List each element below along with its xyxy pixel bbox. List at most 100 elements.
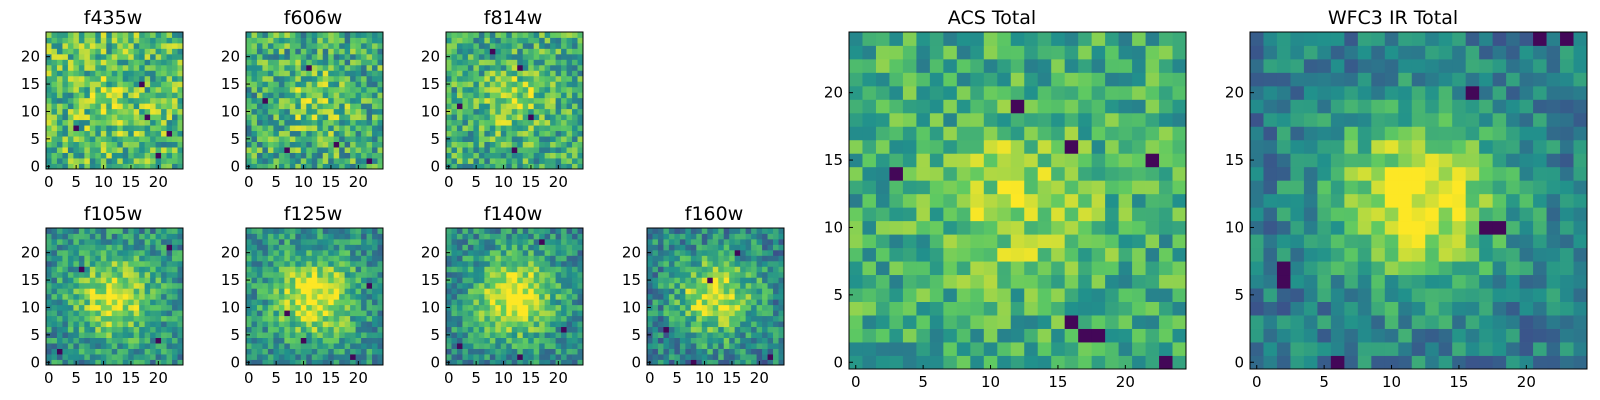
pixel-cell — [177, 238, 184, 245]
pixel-cell — [166, 299, 173, 306]
pixel-cell — [983, 139, 998, 154]
pixel-cell — [106, 32, 113, 38]
pixel-cell — [506, 59, 513, 66]
pixel-cell — [273, 266, 280, 273]
pixel-cell — [456, 326, 463, 333]
pixel-cell — [56, 152, 63, 159]
pixel-cell — [701, 277, 708, 284]
pixel-cell — [528, 260, 535, 267]
pixel-cell — [177, 64, 184, 71]
pixel-cell — [117, 97, 124, 104]
pixel-cell — [495, 321, 502, 328]
pixel-cell — [89, 321, 96, 328]
pixel-cell — [67, 266, 74, 273]
pixel-cell — [161, 70, 167, 77]
pixel-cell — [1118, 342, 1133, 356]
y-tick-label: 5 — [430, 130, 440, 148]
pixel-cell — [1078, 301, 1093, 316]
pixel-cell — [685, 228, 692, 234]
pixel-cell — [462, 163, 469, 170]
pixel-cell — [73, 315, 80, 322]
pixel-cell — [289, 282, 296, 289]
pixel-cell — [73, 59, 80, 66]
pixel-cell — [73, 310, 80, 317]
pixel-cell — [172, 321, 178, 328]
pixel-cell — [267, 53, 274, 60]
pixel-cell — [300, 304, 307, 311]
pixel-cell — [489, 332, 496, 338]
pixel-cell — [372, 108, 378, 115]
pixel-cell — [456, 59, 463, 66]
pixel-cell — [544, 119, 551, 126]
pixel-cell — [956, 328, 971, 343]
pixel-cell — [522, 326, 529, 333]
pixel-cell — [155, 75, 162, 82]
pixel-cell — [51, 152, 58, 159]
pixel-cell — [561, 70, 567, 77]
pixel-cell — [729, 332, 736, 338]
pixel-cell — [544, 288, 551, 295]
pixel-cell — [100, 130, 107, 137]
pixel-cell — [663, 277, 670, 284]
pixel-cell — [929, 301, 944, 316]
pixel-cell — [284, 260, 291, 267]
pixel-cell — [1064, 153, 1079, 168]
pixel-cell — [262, 321, 269, 328]
pixel-cell — [495, 42, 502, 49]
pixel-cell — [67, 59, 74, 66]
pixel-cell — [295, 266, 302, 273]
pixel-cell — [1091, 301, 1106, 316]
pixel-cell — [289, 348, 296, 355]
pixel-cell — [983, 180, 998, 195]
pixel-cell — [478, 42, 485, 49]
pixel-cell — [555, 70, 562, 77]
pixel-cell — [511, 48, 518, 55]
pixel-cell — [778, 293, 785, 300]
pixel-cell — [550, 59, 556, 66]
pixel-cell — [73, 42, 80, 49]
pixel-cell — [51, 266, 58, 273]
pixel-cell — [550, 266, 556, 273]
pixel-cell — [1172, 166, 1187, 181]
pixel-cell — [78, 233, 85, 240]
pixel-cell — [333, 92, 340, 99]
pixel-cell — [495, 64, 502, 71]
pixel-cell — [484, 163, 491, 170]
pixel-cell — [462, 288, 469, 295]
pixel-cell — [1064, 193, 1079, 208]
pixel-cell — [712, 260, 719, 267]
pixel-cell — [144, 238, 151, 245]
pixel-cell — [462, 97, 469, 104]
pixel-cell — [539, 147, 546, 153]
pixel-cell — [734, 304, 741, 311]
pixel-cell — [561, 97, 567, 104]
pixel-cell — [456, 97, 463, 104]
pixel-cell — [456, 299, 463, 306]
pixel-cell — [344, 233, 351, 240]
pixel-cell — [916, 234, 931, 249]
pixel-cell — [155, 152, 162, 159]
pixel-cell — [355, 48, 362, 55]
pixel-cell — [517, 163, 524, 170]
pixel-cell — [62, 332, 69, 338]
pixel-cell — [862, 153, 877, 168]
pixel-cell — [756, 348, 763, 355]
pixel-cell — [1172, 220, 1187, 235]
pixel-cell — [289, 354, 296, 360]
pixel-cell — [317, 97, 324, 104]
pixel-cell — [350, 147, 356, 153]
pixel-cell — [663, 255, 670, 262]
pixel-cell — [267, 233, 274, 240]
pixel-cell — [1105, 247, 1119, 262]
pixel-cell — [663, 310, 670, 317]
pixel-cell — [284, 354, 291, 360]
pixel-cell — [533, 147, 540, 153]
pixel-cell — [284, 86, 291, 93]
pixel-cell — [539, 315, 546, 322]
pixel-cell — [56, 348, 63, 355]
pixel-cell — [506, 141, 513, 148]
pixel-cell — [377, 282, 384, 289]
pixel-cell — [1145, 261, 1160, 276]
pixel-cell — [902, 247, 917, 262]
pixel-cell — [446, 97, 452, 104]
